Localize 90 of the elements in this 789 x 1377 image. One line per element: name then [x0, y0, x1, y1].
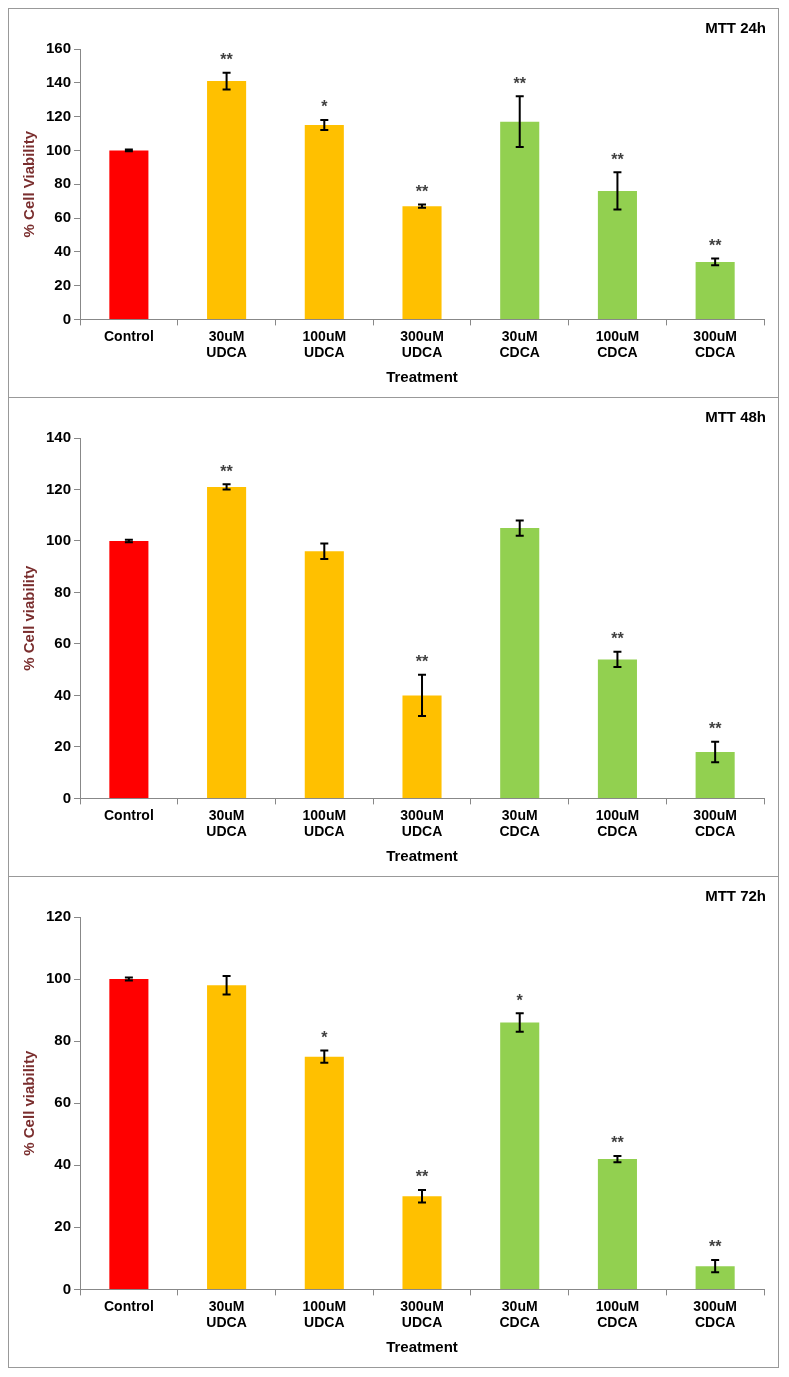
y-tick-label: 120	[46, 907, 72, 925]
bar	[500, 528, 540, 798]
annotation: **	[415, 182, 430, 200]
x-tick-label: 30uM CDCA	[499, 1297, 540, 1331]
x-tick-label: 30uM CDCA	[499, 806, 540, 840]
annotation: *	[321, 98, 329, 116]
y-tick-label: 40	[54, 685, 72, 703]
annotation: **	[611, 1134, 625, 1152]
annotation: **	[611, 150, 625, 168]
x-tick-label: 300uM CDCA	[693, 327, 737, 361]
y-tick-label: 40	[54, 241, 72, 259]
annotation: **	[708, 720, 723, 738]
chart-title: MTT 24h	[705, 18, 766, 36]
y-tick-label: 20	[54, 737, 72, 755]
y-tick-label: 0	[62, 1279, 72, 1297]
bar	[304, 1056, 344, 1289]
x-tick-label: 300uM UDCA	[400, 327, 444, 361]
x-tick-label: 300uM CDCA	[693, 806, 737, 840]
y-tick-label: 60	[54, 208, 72, 226]
x-tick-label: 30uM CDCA	[499, 327, 540, 361]
bar	[597, 1159, 637, 1289]
bar	[207, 486, 247, 798]
bar	[304, 125, 344, 319]
y-axis-title: % Cell viability	[20, 565, 38, 671]
bar	[695, 752, 735, 798]
x-tick-label: 100uM CDCA	[595, 1297, 640, 1331]
annotation: **	[708, 1238, 723, 1256]
bar	[695, 1266, 735, 1289]
y-tick-label: 0	[62, 309, 72, 327]
annotation: **	[611, 630, 625, 648]
bar	[109, 540, 149, 798]
y-tick-label: 80	[54, 582, 72, 600]
y-tick-label: 60	[54, 1093, 72, 1111]
x-tick-label: Control	[104, 806, 154, 823]
y-tick-label: 160	[46, 39, 72, 57]
x-tick-label: 100uM CDCA	[595, 806, 640, 840]
annotation: **	[415, 1168, 430, 1186]
y-tick-label: 0	[62, 788, 72, 806]
annotation: **	[708, 236, 723, 254]
y-axis-title: % Cell Viability	[20, 130, 38, 238]
x-tick-label: 300uM UDCA	[400, 806, 444, 840]
bar	[402, 1196, 442, 1289]
chart-title: MTT 48h	[705, 407, 766, 425]
annotation: *	[516, 991, 524, 1009]
x-tick-label: 30uM UDCA	[206, 806, 247, 840]
annotation: **	[220, 51, 234, 69]
x-tick-label: Control	[104, 327, 154, 344]
bar	[207, 81, 247, 319]
bar	[597, 659, 637, 798]
y-tick-label: 120	[46, 479, 72, 497]
bar	[500, 1022, 540, 1289]
x-tick-label: 100uM UDCA	[302, 1297, 347, 1331]
chart-title: MTT 72h	[705, 886, 766, 904]
annotation: **	[220, 462, 234, 480]
x-tick-label: 300uM UDCA	[400, 1297, 444, 1331]
annotation: **	[415, 653, 430, 671]
y-tick-label: 140	[46, 428, 72, 446]
y-tick-label: 20	[54, 275, 72, 293]
y-axis-title: % Cell viability	[20, 1050, 38, 1156]
bar	[304, 551, 344, 798]
x-axis-title: Treatment	[386, 1338, 458, 1356]
bar	[500, 121, 540, 319]
y-tick-label: 80	[54, 1031, 72, 1049]
y-tick-label: 100	[46, 969, 72, 987]
annotation: *	[321, 1028, 329, 1046]
x-tick-label: 100uM UDCA	[302, 327, 347, 361]
x-tick-label: 100uM UDCA	[302, 806, 347, 840]
bar	[109, 979, 149, 1289]
x-tick-label: 30uM UDCA	[206, 1297, 247, 1331]
y-tick-label: 120	[46, 106, 72, 124]
y-tick-label: 40	[54, 1155, 72, 1173]
x-tick-label: Control	[104, 1297, 154, 1314]
y-tick-label: 140	[46, 72, 72, 90]
y-tick-label: 20	[54, 1217, 72, 1235]
bar	[207, 985, 247, 1289]
x-axis-title: Treatment	[386, 368, 458, 386]
x-tick-label: 100uM CDCA	[595, 327, 640, 361]
bar	[695, 261, 735, 319]
x-tick-label: 300uM CDCA	[693, 1297, 737, 1331]
bar	[597, 190, 637, 319]
y-tick-label: 100	[46, 140, 72, 158]
bar	[402, 206, 442, 319]
bar	[402, 695, 442, 798]
y-tick-label: 60	[54, 634, 72, 652]
x-axis-title: Treatment	[386, 847, 458, 865]
x-tick-label: 30uM UDCA	[206, 327, 247, 361]
bar	[109, 150, 149, 319]
y-tick-label: 80	[54, 174, 72, 192]
annotation: **	[513, 74, 527, 92]
y-tick-label: 100	[46, 531, 72, 549]
